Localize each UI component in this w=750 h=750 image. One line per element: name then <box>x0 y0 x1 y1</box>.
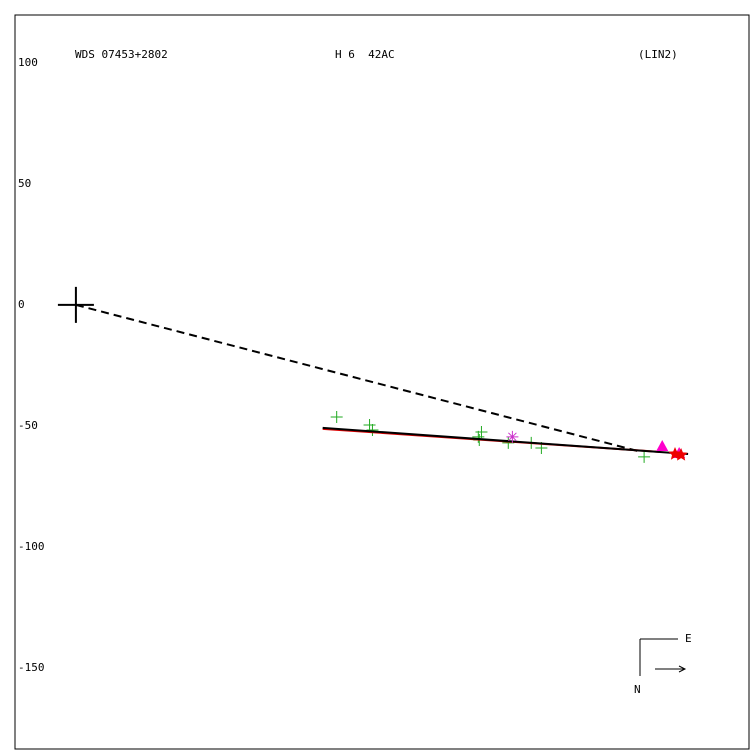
origin-cross <box>57 286 94 323</box>
y-tick-label: -50 <box>18 419 38 432</box>
chart-title: WDS 07453+2802 <box>75 48 168 61</box>
plus-marker <box>502 436 515 449</box>
plus-marker <box>363 418 376 431</box>
y-tick-label: 50 <box>18 177 31 190</box>
compass-north-label: N <box>634 683 641 696</box>
plus-marker <box>330 410 343 423</box>
triangle-marker <box>656 440 669 452</box>
plus-marker <box>638 450 651 463</box>
plus-marker <box>475 425 488 438</box>
annotation: (LIN2) <box>638 48 678 61</box>
plot-frame <box>14 14 750 750</box>
chart-subtitle: H 6 42AC <box>335 48 395 61</box>
y-tick-label: 100 <box>18 56 38 69</box>
asterisk-marker <box>506 430 519 443</box>
fit-line <box>322 426 689 455</box>
star-marker <box>674 448 688 461</box>
y-tick-label: 0 <box>18 298 25 311</box>
y-tick-label: -150 <box>18 661 45 674</box>
y-tick-label: -100 <box>18 540 45 553</box>
plus-marker <box>366 424 379 437</box>
compass-east-label: E <box>685 632 692 645</box>
compass <box>639 638 687 676</box>
arrow-head <box>678 665 687 673</box>
dashed-line <box>75 303 638 452</box>
plus-marker <box>472 430 485 443</box>
